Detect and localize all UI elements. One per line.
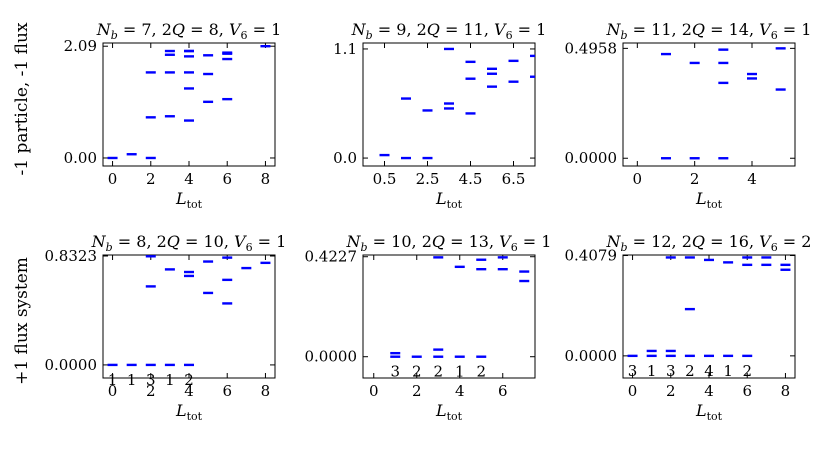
- panel-3: Nb = 11, 2Q = 14, V6 = 1 0 2 4 0.0000 0.4958 L…: [565, 20, 812, 211]
- x-axis-label: Ltot: [695, 401, 723, 423]
- x-tick-label: 0: [108, 382, 118, 400]
- y-tick-label: 0.0: [333, 149, 357, 167]
- y-tick-label: 0.0000: [565, 347, 618, 365]
- panel-1: Nb = 7, 2Q = 8, V6 = 1 0 2 4 6 8 0.00 2.09 Ltot: [64, 20, 282, 211]
- plot-frame: [622, 42, 796, 167]
- x-axis-label: Ltot: [175, 189, 203, 211]
- x-tick-label: 2: [146, 170, 156, 188]
- data-marks: [107, 255, 271, 367]
- panel-5: Nb = 10, 2Q = 13, V6 = 10 2 4 60.00000.4227…: [305, 232, 552, 423]
- x-tick-label: 2: [146, 382, 156, 400]
- degeneracy-label: 1: [455, 363, 465, 381]
- degeneracy-label: 3: [146, 371, 156, 389]
- data-marks: [627, 256, 791, 358]
- plot-frame: [362, 42, 536, 167]
- x-tick-label: 4: [184, 382, 194, 400]
- y-tick-label: 0.4227: [305, 248, 358, 266]
- plot-frame: [362, 254, 536, 379]
- row-label-bottom: +1 flux system: [12, 257, 32, 385]
- data-marks: [661, 47, 786, 160]
- y-tick-label: 0.00: [64, 149, 97, 167]
- x-tick-label: 2: [666, 382, 676, 400]
- y-tick-label: 0.0000: [305, 348, 358, 366]
- x-tick-label: 4: [184, 170, 194, 188]
- degeneracy-label: 2: [742, 362, 752, 380]
- x-axis-label: Ltot: [175, 401, 203, 423]
- x-tick-label: 0: [108, 170, 118, 188]
- x-tick-label: 4: [455, 382, 465, 400]
- x-tick-label: 4.5: [459, 170, 483, 188]
- x-axis-label: Ltot: [435, 401, 463, 423]
- degeneracy-label: 1: [127, 371, 137, 389]
- panel-title: Nb = 9, 2Q = 11, V6 = 1: [351, 20, 547, 42]
- x-tick-label: 8: [261, 382, 271, 400]
- row-label-top: -1 particle, -1 flux: [12, 22, 32, 175]
- x-tick-label: 8: [781, 382, 791, 400]
- degeneracy-label: 1: [108, 371, 118, 389]
- panel-6: Nb = 12, 2Q = 16, V6 = 20 2 4 6 80.00000.407…: [565, 232, 812, 423]
- panel-title: Nb = 10, 2Q = 13, V6 = 1: [346, 232, 552, 254]
- x-tick-label: 4: [704, 382, 714, 400]
- panel-title: Nb = 8, 2Q = 10, V6 = 1: [91, 232, 287, 254]
- degeneracy-label: 3: [390, 363, 400, 381]
- y-tick-label: 0.0000: [565, 149, 618, 167]
- x-tick-label: 6: [222, 170, 232, 188]
- plot-frame: [102, 254, 276, 379]
- x-tick-label: 0: [633, 170, 643, 188]
- panel-2: Nb = 9, 2Q = 11, V6 = 1 0.5 2.5 4.5 6.5 0.0 1.…: [333, 20, 546, 211]
- degeneracy-label: 2: [433, 363, 443, 381]
- y-tick-label: 0.4958: [565, 39, 618, 57]
- x-tick-label: 0: [369, 382, 379, 400]
- degeneracy-label: 3: [666, 362, 676, 380]
- x-tick-label: 8: [261, 170, 271, 188]
- degeneracy-label: 2: [412, 363, 422, 381]
- degeneracy-label: 3: [628, 362, 638, 380]
- degeneracy-label: 1: [647, 362, 657, 380]
- data-marks: [107, 45, 271, 160]
- x-tick-label: 6: [742, 382, 752, 400]
- x-tick-label: 2: [412, 382, 422, 400]
- y-tick-label: 0.8323: [45, 247, 98, 265]
- degeneracy-label: 1: [165, 371, 175, 389]
- plot-frame: [102, 42, 276, 167]
- y-tick-label: 1.1: [333, 40, 357, 58]
- degeneracy-label: 2: [184, 371, 194, 389]
- degeneracy-label: 2: [685, 362, 695, 380]
- x-tick-label: 0: [628, 382, 638, 400]
- x-axis-label: Ltot: [435, 189, 463, 211]
- data-marks: [379, 47, 535, 160]
- panel-4: Nb = 8, 2Q = 10, V6 = 10 2 4 6 80.00000.8323…: [45, 232, 287, 423]
- y-tick-label: 0.4079: [565, 247, 618, 265]
- x-tick-label: 6: [498, 382, 508, 400]
- x-tick-label: 6: [222, 382, 232, 400]
- panel-title: Nb = 12, 2Q = 16, V6 = 2: [606, 232, 812, 254]
- x-tick-label: 4: [747, 170, 757, 188]
- y-tick-label: 0.0000: [45, 356, 98, 374]
- x-tick-label: 2.5: [416, 170, 440, 188]
- x-tick-label: 0.5: [373, 170, 397, 188]
- x-tick-label: 6.5: [502, 170, 526, 188]
- data-marks: [390, 256, 530, 358]
- y-tick-label: 2.09: [64, 37, 97, 55]
- x-tick-label: 2: [690, 170, 700, 188]
- degeneracy-label: 4: [704, 362, 714, 380]
- plot-frame: [622, 254, 796, 379]
- x-axis-label: Ltot: [695, 189, 723, 211]
- degeneracy-label: 2: [476, 363, 486, 381]
- panel-title: Nb = 11, 2Q = 14, V6 = 1: [606, 20, 812, 42]
- degeneracy-label: 1: [723, 362, 733, 380]
- panel-title: Nb = 7, 2Q = 8, V6 = 1: [96, 20, 282, 42]
